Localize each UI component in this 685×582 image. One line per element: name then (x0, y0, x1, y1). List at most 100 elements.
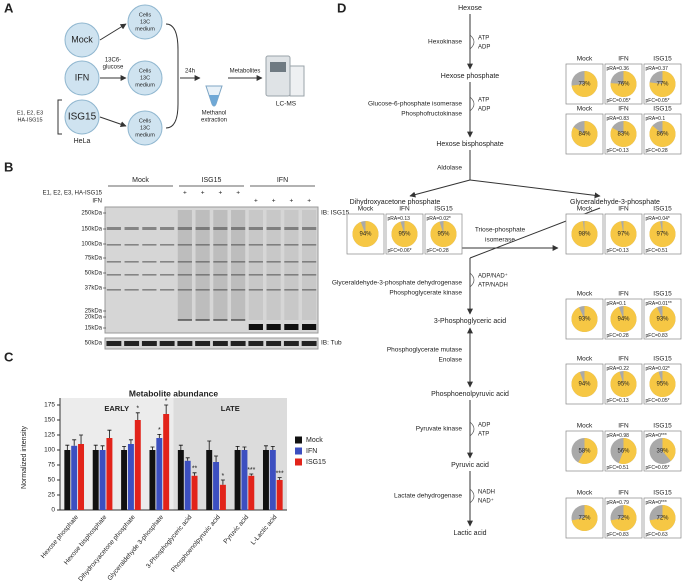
pra-label: pRA=0*** (646, 433, 667, 439)
blot-band (248, 289, 263, 291)
condition-label: ISG15 (68, 112, 97, 123)
extraction-label: Methanol (202, 111, 227, 117)
bar (262, 450, 269, 510)
bar (206, 450, 213, 510)
tub-band (301, 341, 317, 346)
cofactor-arrow (469, 96, 475, 112)
condition-header: IFN (618, 490, 629, 497)
condition-header: ISG15 (653, 206, 672, 213)
blot-label: IB: ISG15 (321, 210, 350, 217)
blot-band (142, 261, 157, 263)
blot-band (231, 261, 246, 263)
pie-slice (649, 71, 676, 98)
group-label: ISG15 (202, 177, 222, 184)
transfection-label: E1, E2, E3 (17, 110, 43, 116)
tub-band (106, 341, 122, 346)
pfc-label: pFC=0.13 (607, 248, 629, 254)
pfc-label: pFC=0.28 (646, 148, 668, 154)
pie-label: 94% (617, 317, 630, 323)
pra-label: pRA=0.04* (646, 216, 670, 222)
cell-dish (127, 60, 163, 96)
blot-band (231, 274, 246, 276)
blot-band (195, 227, 210, 230)
y-axis-label: Normalized intensity (21, 425, 28, 489)
pie-slice (662, 438, 676, 462)
pfc-label: pFC=0.13 (607, 398, 629, 404)
metabolites-label: Metabolites (230, 69, 261, 75)
blot-band (266, 289, 281, 291)
tub-band (230, 341, 246, 346)
pie-slice (618, 438, 637, 465)
blot-band (266, 274, 281, 276)
pie-label: 95% (398, 232, 411, 238)
pie-slice (391, 221, 418, 247)
blot-band (248, 244, 263, 246)
pra-label: pRA=0*** (646, 500, 667, 506)
marker-label: 100kDa (81, 242, 102, 248)
bar (163, 414, 170, 510)
sign: + (289, 198, 293, 205)
row-label: IFN (92, 199, 102, 205)
pie-label: 72% (617, 516, 630, 522)
bar (134, 420, 141, 510)
blot-membrane (104, 206, 319, 334)
pfc-label: pFC=0.05* (646, 98, 670, 104)
metabolite-node: 3-Phosphoglyceric acid (434, 318, 506, 325)
cofactor-in: NADH (478, 490, 495, 496)
blot-smear (231, 210, 246, 320)
bar (106, 438, 113, 510)
tub-band (283, 341, 299, 346)
bar (248, 475, 255, 510)
pfc-label: pFC=0.28 (607, 333, 629, 339)
sign: + (201, 190, 205, 197)
cell-line: HeLa (74, 138, 91, 145)
cell-dish (64, 99, 100, 135)
condition-header: Mock (577, 291, 593, 298)
error-bar (150, 446, 155, 450)
pfc-label: pFC=0.05* (607, 98, 631, 104)
cofactor-arrow (469, 34, 475, 50)
error-bar (185, 457, 190, 461)
marker-label: 25kDa (85, 309, 103, 315)
y-tick-label: 75 (48, 462, 56, 469)
legend-label: Mock (306, 437, 323, 444)
y-tick-label: 175 (44, 402, 55, 409)
blot-band (213, 227, 228, 230)
cofactor-arrow (469, 421, 475, 437)
condition-label: IFN (75, 72, 90, 82)
blot-band (231, 227, 246, 230)
pra-label: pRA=0.37 (646, 66, 669, 72)
blot-smear (284, 210, 299, 320)
bar (78, 444, 85, 510)
pfc-label: pFC=0.05* (646, 465, 670, 471)
pra-label: pRA=0.13 (388, 216, 411, 222)
error-bar (214, 455, 219, 462)
pie-label: 93% (656, 317, 669, 323)
panel-letter: D (337, 0, 346, 15)
pie-label: 98% (578, 232, 591, 238)
sign: + (272, 198, 276, 205)
blot-band (302, 289, 317, 291)
pra-label: pRA=0.01** (646, 301, 672, 307)
blot-band (284, 227, 299, 230)
blot-band (195, 261, 210, 263)
enzyme-label: Aldolase (437, 165, 462, 172)
pie-slice (571, 221, 598, 248)
error-bar (270, 446, 275, 450)
metabolite-node: Pyruvic acid (451, 462, 489, 469)
pie-slice (578, 438, 598, 465)
connector (409, 179, 471, 198)
marker-label: 150kDa (81, 227, 102, 233)
blot-band (106, 274, 121, 276)
enzyme-label: Hexokinase (428, 39, 462, 46)
bar (64, 450, 71, 510)
enzyme-label: Phosphoglycerate mutase (387, 347, 463, 354)
error-bar (192, 472, 197, 476)
blot-band (142, 289, 157, 291)
condition-header: ISG15 (653, 56, 672, 63)
bar (269, 450, 276, 510)
blot-band (213, 319, 228, 321)
bar (276, 480, 283, 510)
blot-band (124, 289, 139, 291)
panel-letter: B (4, 159, 13, 174)
